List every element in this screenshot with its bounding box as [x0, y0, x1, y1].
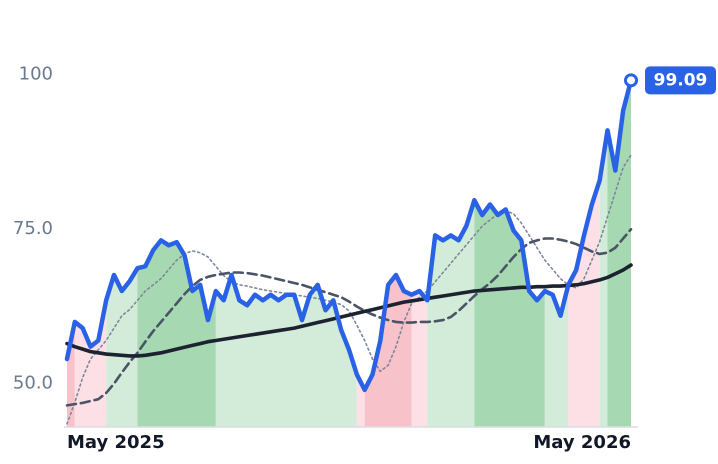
regime-band — [67, 321, 75, 427]
x-tick-label: May 2026 — [533, 432, 631, 453]
regime-band — [474, 200, 545, 427]
last-point — [624, 73, 638, 88]
series-line — [64, 78, 634, 393]
y-tick-label: 75.0 — [13, 218, 53, 239]
regime-band — [568, 180, 600, 427]
bands — [67, 80, 631, 428]
series-line — [65, 263, 633, 358]
regime-band — [364, 274, 412, 427]
plot: 50.0 75.0 100 May 2025 May 2026 99.09 — [13, 64, 716, 453]
regime-band — [427, 200, 475, 427]
series-line — [66, 154, 632, 425]
regime-band — [106, 268, 138, 427]
regime-band — [137, 240, 216, 427]
value-badge — [645, 66, 716, 95]
y-tick-label: 100 — [19, 64, 53, 85]
value-badge-label: 99.09 — [654, 70, 708, 90]
regime-band — [411, 291, 428, 427]
y-tick-label: 50.0 — [13, 373, 53, 394]
series-line — [65, 227, 633, 407]
regime-band — [215, 274, 357, 427]
x-tick-label: May 2025 — [67, 432, 165, 453]
regime-band — [544, 284, 569, 427]
